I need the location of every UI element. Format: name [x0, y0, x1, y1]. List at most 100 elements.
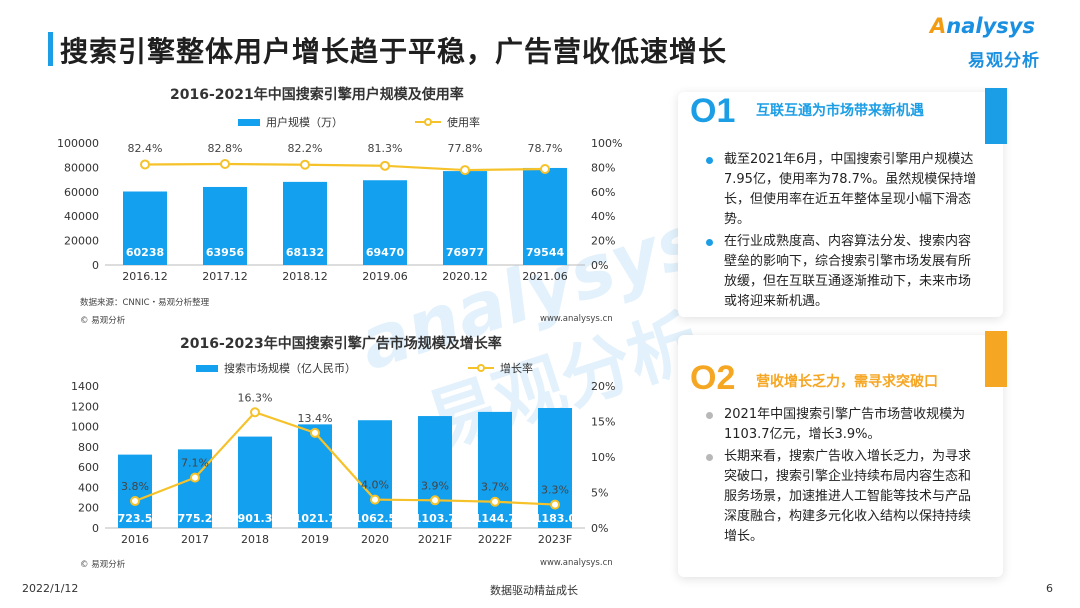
bar-value-label: 775.2 [178, 512, 213, 525]
bar [123, 191, 167, 265]
bar [283, 181, 327, 265]
chart2-svg: 0 200 400 600 800 1000 1200 1400 0% 5% 10% 15% 20% 72… [71, 380, 615, 546]
bar-value-label: 1103.7 [414, 512, 456, 525]
bar [178, 449, 212, 528]
chart2-legend: 搜索市场规模（亿人民币） 增长率 [196, 360, 533, 376]
line-point [430, 495, 440, 506]
y-right-tick-label: 0% [591, 259, 608, 272]
panel-number: O2 [690, 359, 736, 397]
bar [358, 420, 392, 528]
y-right-tick-label: 80% [591, 161, 615, 174]
bar [418, 416, 452, 528]
line-value-label: 78.7% [528, 142, 563, 155]
page-title: 搜索引擎整体用户增长趋于平稳，广告营收低速增长 [60, 35, 728, 68]
bar [478, 411, 512, 528]
y-left-tick-label: 200 [78, 502, 99, 515]
line-value-label: 3.9% [421, 479, 449, 492]
chart2-title: 2016-2023年中国搜索引擎广告市场规模及增长率 [180, 336, 502, 352]
chart1-svg: 0 20000 40000 60000 80000 100000 0% 20% 40% 60% 80… [57, 137, 622, 283]
legend-bar-label: 用户规模（万） [266, 116, 343, 129]
panel-number: O1 [690, 92, 736, 130]
bar-value-label: 1144.7 [474, 512, 516, 525]
y-right-tick-label: 0% [591, 522, 608, 535]
y-left-tick-label: 40000 [64, 210, 99, 223]
x-tick-label: 2023F [538, 533, 572, 546]
line-point [540, 163, 550, 174]
x-tick-label: 2019 [301, 533, 329, 546]
y-left-tick-label: 1200 [71, 400, 99, 413]
analysys-logo: Analysys 易观分析 [930, 14, 1060, 74]
bar [238, 436, 272, 528]
chart1-copyright: © 易观分析 [80, 316, 126, 326]
legend-line-label: 使用率 [447, 116, 480, 129]
legend-bar-swatch [238, 118, 260, 126]
logo-wordmark: Analysys [930, 14, 1035, 38]
chart1-source: 数据来源：CNNIC・易观分析整理 [80, 298, 210, 308]
legend-line-swatch [468, 363, 494, 373]
y-left-tick-label: 100000 [57, 137, 99, 150]
y-right-tick-label: 15% [591, 416, 615, 429]
panel-accent [985, 331, 1007, 387]
y-left-tick-label: 800 [78, 441, 99, 454]
y-left-tick-label: 20000 [64, 235, 99, 248]
x-tick-label: 2021.06 [522, 270, 568, 283]
y-left-tick-label: 60000 [64, 186, 99, 199]
line-point [490, 496, 500, 507]
page-number: 6 [1046, 582, 1053, 595]
line-point [190, 472, 200, 483]
line-point [460, 165, 470, 176]
legend-line-swatch [415, 117, 441, 127]
y-right-tick-label: 40% [591, 210, 615, 223]
y-left-tick-label: 400 [78, 481, 99, 494]
x-tick-label: 2018.12 [282, 270, 328, 283]
bar-value-label: 79544 [526, 246, 565, 259]
series-line [134, 410, 556, 506]
bar [298, 424, 332, 528]
footer-date: 2022/1/12 [22, 582, 79, 595]
line-value-label: 7.1% [181, 457, 209, 470]
y-left-tick-label: 0 [92, 259, 99, 272]
bar-value-label: 901.3 [238, 512, 273, 525]
bar [363, 180, 407, 265]
insight-panel-1: O1 互联互通为市场带来新机遇 截至2021年6月，中国搜索引擎用户规模达7.9… [678, 88, 1007, 317]
legend-bar-swatch [196, 364, 218, 372]
line-value-label: 16.3% [238, 391, 273, 404]
line-value-label: 82.8% [208, 142, 243, 155]
bar-value-label: 1062.5 [354, 512, 396, 525]
line-value-label: 4.0% [361, 479, 389, 492]
y-left-tick-label: 0 [92, 522, 99, 535]
bar-value-label: 69470 [366, 246, 405, 259]
line-value-label: 13.4% [298, 412, 333, 425]
bar-value-label: 68132 [286, 246, 324, 259]
legend-bar-label: 搜索市场规模（亿人民币） [224, 362, 356, 375]
bar-value-label: 63956 [206, 246, 245, 259]
panel-heading: 营收增长乏力，需寻求突破口 [756, 374, 938, 390]
y-right-tick-label: 5% [591, 487, 608, 500]
y-right-tick-label: 10% [591, 451, 615, 464]
bar [203, 186, 247, 265]
line-point [140, 159, 150, 170]
bullet-item: 截至2021年6月，中国搜索引擎用户规模达7.95亿，使用率为78.7%。虽然规… [702, 150, 982, 230]
line-point [370, 494, 380, 505]
line-value-label: 77.8% [448, 142, 483, 155]
y-left-tick-label: 1400 [71, 380, 99, 393]
x-tick-label: 2022F [478, 533, 512, 546]
bar [118, 454, 152, 528]
bar [443, 171, 487, 265]
insight-panel-2: O2 营收增长乏力，需寻求突破口 2021年中国搜索引擎广告市场营收规模为110… [678, 331, 1007, 577]
chart2-website: www.analysys.cn [540, 558, 613, 568]
line-point [310, 427, 320, 438]
line-value-label: 81.3% [368, 142, 403, 155]
line-point [550, 499, 560, 510]
bar-value-label: 1021.7 [294, 512, 336, 525]
chart1-legend: 用户规模（万） 使用率 [238, 114, 480, 130]
line-point [220, 158, 230, 169]
line-point [380, 160, 390, 171]
bar [538, 408, 572, 528]
x-tick-label: 2019.06 [362, 270, 408, 283]
legend-line-label: 增长率 [500, 362, 533, 375]
line-point [300, 159, 310, 170]
bullet-item: 长期来看，搜索广告收入增长乏力，为寻求突破口，搜索引擎企业持续布局内容生态和服务… [702, 447, 982, 547]
x-tick-label: 2018 [241, 533, 269, 546]
